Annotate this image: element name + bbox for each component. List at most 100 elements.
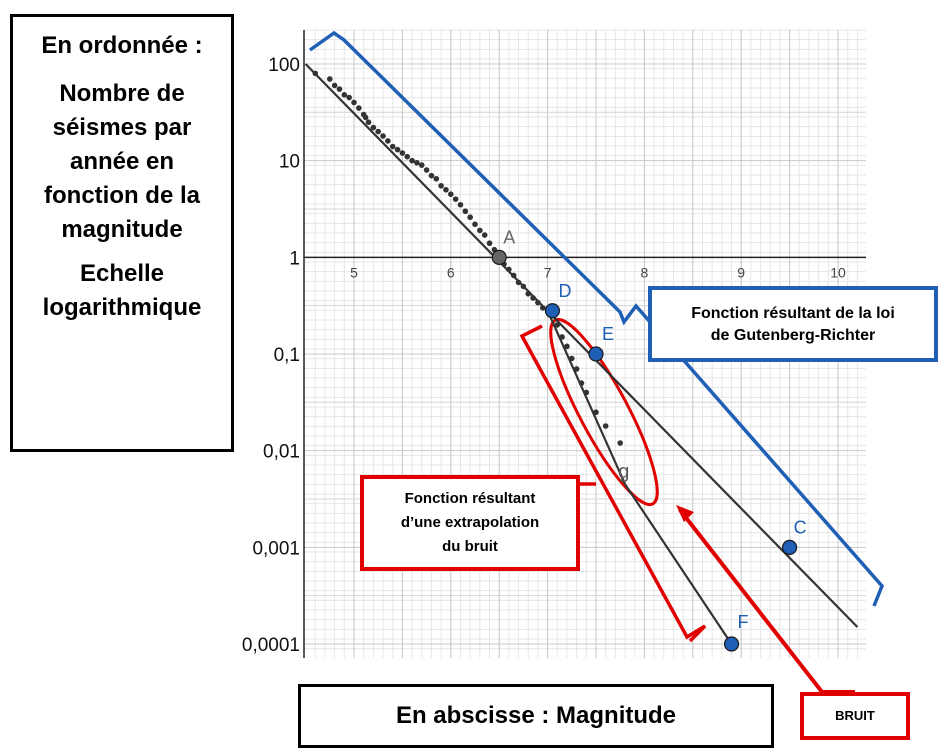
point-d	[544, 303, 561, 319]
data-point	[481, 232, 488, 238]
point-label-f: F	[738, 612, 749, 632]
chart-axes: 5 6 7 8 9 10 100 10 1 0,1 0,01 0,001 0,0001	[242, 30, 866, 658]
data-point	[564, 343, 570, 350]
data-point	[341, 92, 348, 98]
data-point	[559, 334, 565, 340]
extrapolation-line	[546, 310, 627, 485]
x-tick-label: 6	[447, 264, 455, 280]
data-point	[573, 366, 580, 372]
data-point	[351, 99, 357, 106]
data-point	[370, 124, 377, 131]
data-point	[467, 214, 473, 221]
point-e	[588, 346, 604, 362]
data-point	[535, 299, 541, 306]
data-point	[515, 279, 522, 286]
gutenberg-richter-label-line2: de Gutenberg-Richter	[710, 327, 876, 344]
data-point	[602, 423, 609, 429]
extrapolation-label-line2: d’une extrapolation	[400, 514, 540, 531]
point-label-d: D	[558, 281, 571, 301]
point-label-e: E	[602, 324, 614, 344]
x-tick-label: 5	[350, 264, 358, 280]
data-point	[617, 440, 623, 446]
y-axis-description-line: séismes par	[52, 114, 192, 141]
y-axis-description-line: magnitude	[61, 216, 183, 243]
y-axis-description-box: En ordonnée : Nombre de séismes par année e…	[10, 14, 234, 452]
data-point	[428, 172, 435, 179]
y-axis-description-line: Echelle	[79, 260, 165, 287]
x-axis-description-box: En abscisse : Magnitude	[298, 684, 774, 748]
extrapolation-label-box: Fonction résultant d’une extrapolation d…	[360, 475, 580, 571]
chart-lines: g	[304, 63, 859, 645]
extrapolation-label-line3: du bruit	[442, 538, 498, 555]
data-point	[448, 191, 454, 197]
data-point	[327, 76, 333, 82]
gutenberg-richter-label-box: Fonction résultant de la loi de Gutenber…	[648, 286, 938, 362]
noise-arrow-head	[676, 505, 694, 522]
point-c	[781, 539, 798, 555]
chart-points: A D E C F	[491, 227, 807, 652]
gutenberg-richter-bracket	[308, 30, 885, 607]
data-point	[452, 196, 459, 202]
data-point	[569, 355, 575, 362]
y-tick-label: 0,1	[274, 345, 300, 366]
data-point	[438, 182, 444, 189]
data-point	[486, 240, 493, 247]
data-point	[375, 128, 382, 135]
point-a	[491, 249, 507, 265]
y-axis-description-line: Nombre de	[59, 80, 185, 107]
data-point	[472, 221, 478, 228]
extrapolation-line	[624, 483, 733, 645]
point-f	[723, 636, 740, 652]
data-point	[394, 146, 401, 153]
data-point	[336, 86, 343, 92]
x-tick-label: 7	[544, 264, 552, 280]
noise-label-box: BRUIT	[800, 692, 910, 740]
data-point	[418, 162, 425, 168]
y-tick-label: 10	[279, 152, 300, 173]
x-tick-label: 10	[830, 264, 846, 280]
data-point	[356, 105, 362, 111]
data-point	[433, 175, 440, 182]
y-tick-label: 0,001	[252, 538, 300, 559]
x-tick-label: 8	[641, 264, 649, 280]
line-label-g: g	[618, 461, 629, 483]
y-axis-description-line: En ordonnée :	[41, 32, 203, 59]
data-point	[506, 266, 512, 273]
data-point	[593, 409, 599, 416]
data-point	[554, 322, 561, 328]
x-axis-description: En abscisse : Magnitude	[395, 702, 677, 729]
y-tick-label: 100	[268, 55, 300, 76]
point-label-c: C	[794, 517, 807, 537]
gutenberg-richter-label-line1: Fonction résultant de la loi	[691, 305, 895, 322]
data-point	[477, 227, 483, 234]
data-point	[462, 208, 469, 215]
data-point	[385, 138, 391, 144]
y-tick-label: 1	[289, 248, 300, 269]
data-point	[404, 153, 411, 160]
data-point	[578, 380, 585, 386]
data-point	[530, 295, 536, 301]
y-axis-description-line: année en	[69, 148, 175, 175]
data-point	[380, 133, 386, 139]
data-point	[399, 150, 406, 156]
data-point	[457, 201, 464, 208]
data-point	[525, 290, 532, 297]
data-point	[520, 283, 527, 290]
data-point	[331, 82, 338, 89]
point-label-a: A	[503, 227, 515, 247]
extrapolation-bracket	[519, 324, 707, 643]
data-point	[414, 160, 420, 166]
data-point	[362, 114, 369, 121]
data-point	[389, 143, 396, 150]
x-tick-label: 9	[737, 264, 745, 280]
data-point	[539, 305, 546, 311]
gutenberg-richter-line	[304, 63, 859, 628]
chart-scatter	[312, 70, 623, 446]
y-axis-description-line: fonction de la	[44, 182, 200, 209]
y-axis-description-line: logarithmique	[42, 294, 202, 321]
data-point	[365, 119, 372, 126]
noise-label: BRUIT	[835, 708, 875, 723]
data-point	[510, 272, 517, 279]
data-point	[443, 186, 449, 193]
data-point	[583, 389, 590, 396]
